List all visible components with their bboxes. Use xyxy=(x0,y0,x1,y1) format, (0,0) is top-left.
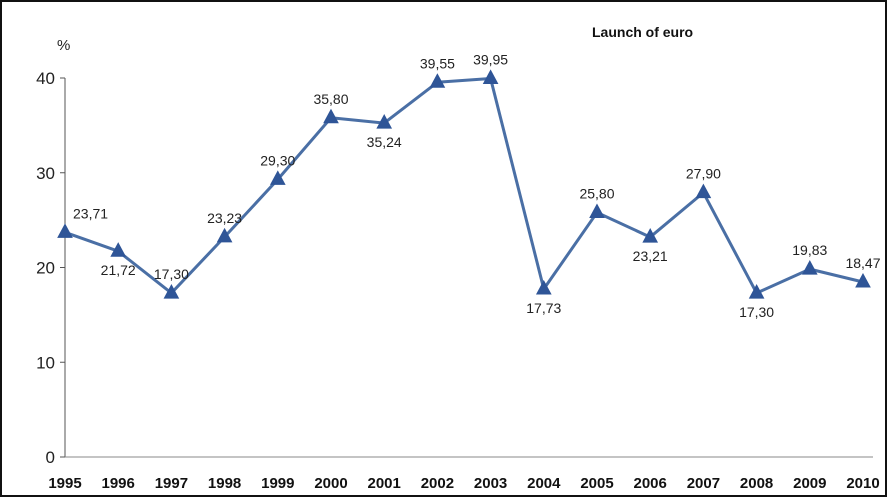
data-point-marker xyxy=(269,170,286,185)
data-label: 29,30 xyxy=(260,152,295,168)
x-tick-label: 2005 xyxy=(580,475,613,492)
data-point-marker xyxy=(482,69,499,84)
data-label: 23,23 xyxy=(207,210,242,226)
x-tick-label: 1996 xyxy=(102,475,135,492)
series-line xyxy=(64,76,864,295)
data-point-marker xyxy=(801,260,818,275)
data-label: 17,30 xyxy=(154,266,189,282)
y-tick-label: 30 xyxy=(36,164,55,183)
x-tick-label: 2006 xyxy=(634,475,667,492)
data-point-marker xyxy=(163,284,180,299)
data-label: 21,72 xyxy=(101,262,136,278)
data-label: 35,80 xyxy=(313,91,348,107)
x-tick-label: 2008 xyxy=(740,475,773,492)
data-point-marker xyxy=(589,203,605,219)
y-tick-label: 40 xyxy=(36,69,55,88)
x-tick-label: 2004 xyxy=(527,475,561,492)
data-label: 25,80 xyxy=(579,186,614,202)
x-tick-label: 2001 xyxy=(368,475,401,492)
x-tick-label: 1999 xyxy=(261,475,294,492)
x-tick-label: 2007 xyxy=(687,475,720,492)
data-point-marker xyxy=(323,108,339,124)
data-point-marker xyxy=(748,284,765,299)
data-label: 39,95 xyxy=(473,51,508,67)
launch-of-euro-annotation: Launch of euro xyxy=(592,24,693,40)
data-point-marker xyxy=(429,73,446,88)
data-label: 23,21 xyxy=(633,248,668,264)
data-label: 27,90 xyxy=(686,166,721,182)
data-label: 17,30 xyxy=(739,304,774,320)
data-point-marker xyxy=(642,228,659,243)
data-label: 18,47 xyxy=(845,255,880,271)
data-label: 19,83 xyxy=(792,242,827,258)
x-tick-label: 1997 xyxy=(155,475,188,492)
x-tick-label: 1998 xyxy=(208,475,241,492)
x-tick-label: 2003 xyxy=(474,475,507,492)
data-label: 39,55 xyxy=(420,55,455,71)
y-tick-label: 20 xyxy=(36,259,55,278)
data-label: 23,71 xyxy=(73,205,108,221)
data-point-marker xyxy=(535,279,552,295)
data-point-marker xyxy=(695,183,712,199)
data-point-marker xyxy=(57,223,73,238)
y-tick-label: 0 xyxy=(46,448,55,467)
y-unit-label: % xyxy=(57,37,70,54)
data-label: 17,73 xyxy=(526,300,561,316)
x-tick-label: 2002 xyxy=(421,475,454,492)
data-point-marker xyxy=(110,242,127,257)
data-point-marker xyxy=(376,114,393,129)
x-tick-label: 2009 xyxy=(793,475,826,492)
data-point-marker xyxy=(216,227,233,243)
x-tick-label: 2010 xyxy=(846,475,879,492)
data-point-marker xyxy=(855,272,871,288)
x-tick-label: 1995 xyxy=(48,475,81,492)
x-tick-label: 2000 xyxy=(314,475,347,492)
y-tick-label: 10 xyxy=(36,353,55,372)
data-label: 35,24 xyxy=(367,134,402,150)
